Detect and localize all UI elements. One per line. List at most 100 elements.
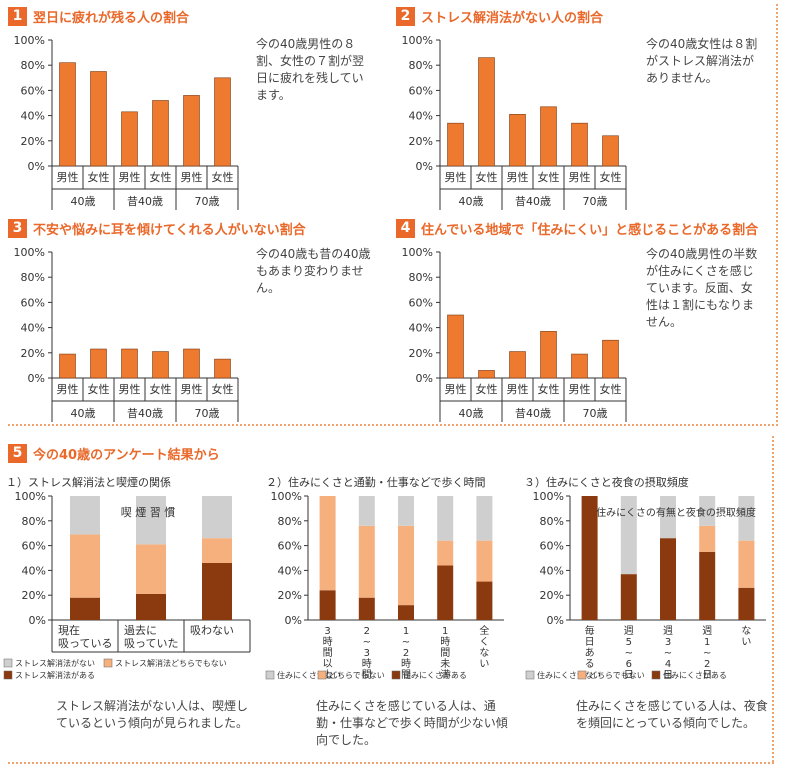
- legend-swatch: [317, 670, 327, 680]
- sub-title-3: ３）住みにくさと夜食の摂取頻度: [524, 476, 689, 489]
- category-label: る: [585, 658, 595, 670]
- panel4-header: 4 住んでいる地域で「住みにくい」と感じることがある割合: [396, 219, 758, 238]
- bar: [447, 314, 464, 379]
- category-label: 全: [479, 624, 489, 637]
- y-tick-label: 20%: [409, 135, 433, 148]
- y-tick-label: 60%: [278, 540, 302, 553]
- panel4-title: 住んでいる地域で「住みにくい」と感じることがある割合: [421, 223, 759, 238]
- category-label: 女性: [538, 170, 560, 184]
- bar: [540, 331, 557, 379]
- bottom-note-1: ストレス解消法がない人は、喫煙しているという傾向が見られました。: [56, 699, 249, 730]
- group-label: 40歳: [71, 407, 96, 420]
- stacked-segment: [136, 496, 166, 545]
- panel2-header: 2 ストレス解消法がない人の割合: [396, 7, 603, 26]
- y-tick-label: 80%: [21, 271, 45, 284]
- y-tick-label: 80%: [22, 515, 46, 528]
- category-label: 女性: [212, 170, 234, 184]
- bar: [152, 351, 169, 379]
- panel1-number: 1: [8, 7, 27, 26]
- legend-swatch: [103, 658, 113, 668]
- stacked-segment: [319, 496, 336, 591]
- stacked-segment: [70, 534, 100, 598]
- category-label: 日: [624, 670, 634, 681]
- category-label: 現在: [58, 624, 80, 637]
- category-label: 週: [663, 625, 673, 637]
- category-label: 時: [440, 636, 450, 648]
- category-label: 女性: [150, 170, 172, 184]
- bottom-note-3: 住みにくさを感じている人は、夜食を頻回にとっている傾向でした。: [576, 699, 768, 730]
- category-label: 過去に: [124, 624, 157, 637]
- group-label: 40歳: [459, 195, 484, 208]
- category-label: ~: [363, 637, 371, 648]
- stacked-segment: [660, 496, 676, 539]
- y-tick-label: 100%: [402, 246, 433, 259]
- legend-label: どちらでもない: [329, 671, 385, 680]
- stacked-segment: [202, 562, 232, 620]
- group-label: 昔40歳: [127, 407, 163, 420]
- category-label: ~: [402, 637, 410, 648]
- category-label: 女性: [600, 382, 622, 396]
- bar: [478, 370, 495, 379]
- y-tick-label: 100%: [402, 34, 433, 47]
- category-label: 間: [401, 669, 411, 681]
- category-label: 以: [323, 659, 333, 670]
- stacked-segment: [476, 581, 493, 620]
- y-tick-label: 80%: [409, 59, 433, 72]
- y-tick-label: 100%: [14, 246, 45, 259]
- chart-late-meals: 0%20%40%60%80%100%毎日ある週5~6日週3~4日週1~2日ない住…: [525, 490, 766, 681]
- category-label: 日: [585, 637, 595, 648]
- panel2-title: ストレス解消法がない人の割合: [421, 11, 604, 26]
- group-label: 昔40歳: [127, 195, 163, 208]
- category-label: 女性: [88, 382, 110, 396]
- stacked-segment: [476, 496, 493, 541]
- y-tick-label: 80%: [21, 59, 45, 72]
- category-label: い: [741, 637, 751, 648]
- category-label: 2: [704, 659, 710, 670]
- legend-swatch: [525, 670, 535, 680]
- category-label: 間: [362, 669, 372, 681]
- category-label: ~: [664, 648, 672, 659]
- category-label: 未: [440, 658, 450, 670]
- category-label: な: [479, 647, 489, 659]
- bar: [183, 348, 200, 379]
- chart-walking-time: 0%20%40%60%80%100%3時間以上2~3時間1~2時間1時間未満全く…: [265, 490, 504, 681]
- sub-title-1: １）ストレス解消法と喫煙の関係: [6, 476, 171, 489]
- category-label: 女性: [600, 170, 622, 184]
- y-tick-label: 60%: [21, 296, 45, 309]
- bar: [571, 122, 588, 167]
- bar: [90, 348, 107, 379]
- legend-label: 住みにくさがない: [537, 670, 601, 680]
- category-label: 日: [702, 670, 712, 681]
- legend-label: 住みにくさがない: [277, 670, 341, 680]
- stacked-segment: [699, 525, 716, 552]
- bar: [509, 114, 526, 167]
- bar: [602, 339, 619, 379]
- legend-swatch: [651, 670, 661, 680]
- y-tick-label: 40%: [540, 564, 564, 577]
- stacked-segment: [437, 540, 454, 566]
- category-label: 女性: [476, 170, 498, 184]
- bar: [121, 348, 138, 379]
- category-label: 3: [324, 626, 330, 637]
- bar: [478, 57, 495, 167]
- section5-title: 今の40歳のアンケート結果から: [33, 448, 220, 463]
- panel4-number: 4: [396, 219, 415, 238]
- stacked-segment: [358, 597, 375, 620]
- y-tick-label: 0%: [547, 614, 564, 627]
- bottom-note-2: 住みにくさを感じている人は、通勤・仕事などで歩く時間が少ない傾向でした。: [316, 699, 508, 747]
- stacked-segment: [202, 538, 232, 563]
- category-label: 3: [665, 637, 671, 648]
- bar: [602, 135, 619, 167]
- frame-right2: [772, 436, 774, 762]
- inner-label: 住みにくさの有無と夜食の摂取頻度: [596, 506, 756, 519]
- stacked-segment: [738, 587, 755, 620]
- category-label: 女性: [212, 382, 234, 396]
- y-tick-label: 40%: [21, 322, 45, 335]
- category-label: 男性: [445, 170, 467, 184]
- category-label: な: [741, 625, 751, 637]
- category-label: 男性: [119, 170, 141, 184]
- panel1-header: 1 翌日に疲れが残る人の割合: [8, 7, 189, 26]
- y-tick-label: 60%: [540, 540, 564, 553]
